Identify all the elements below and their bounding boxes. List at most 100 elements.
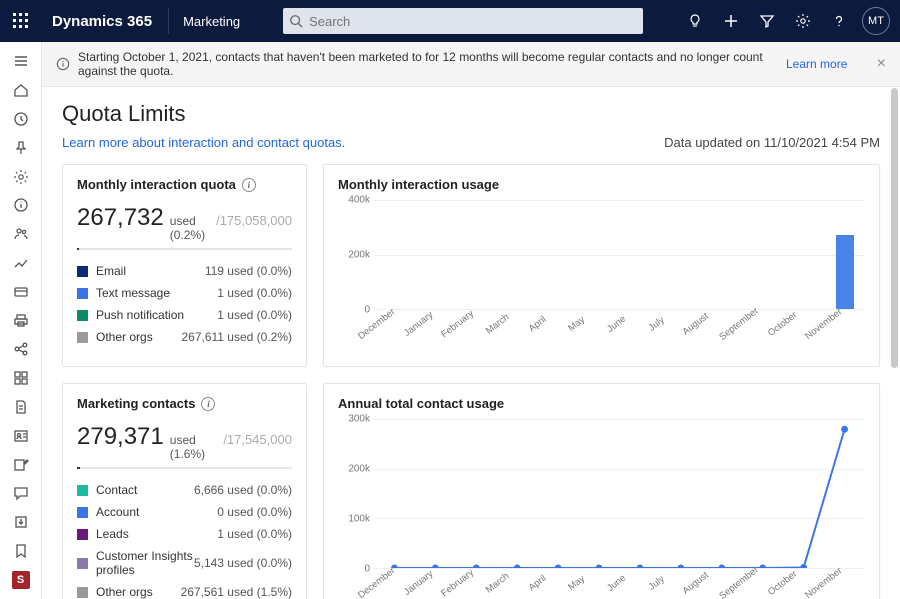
breakdown-label: Other orgs [96, 330, 181, 344]
nav-share-icon[interactable] [0, 336, 42, 363]
nav-download-icon[interactable] [0, 509, 42, 536]
info-close-icon[interactable]: × [877, 55, 886, 73]
nav-people-icon[interactable] [0, 221, 42, 248]
nav-chart-icon[interactable] [0, 250, 42, 277]
divider [168, 8, 169, 34]
page-title: Quota Limits [62, 101, 880, 127]
marketing-contacts-used: used (1.6%) [170, 433, 218, 461]
nav-menu-icon[interactable] [0, 48, 42, 75]
breakdown-row: Leads1 used (0.0%) [77, 523, 292, 545]
breakdown-row: Customer Insights profiles5,143 used (0.… [77, 545, 292, 581]
nav-pin-icon[interactable] [0, 134, 42, 161]
breakdown-label: Push notification [96, 308, 217, 322]
avatar-initials: MT [868, 15, 884, 27]
info-icon[interactable]: i [201, 397, 215, 411]
nav-comment-icon[interactable] [0, 480, 42, 507]
nav-info-icon[interactable] [0, 192, 42, 219]
info-bar: Starting October 1, 2021, contacts that … [42, 42, 900, 87]
lightbulb-icon[interactable] [678, 0, 712, 42]
color-swatch [77, 485, 88, 496]
breakdown-label: Contact [96, 483, 194, 497]
data-updated-label: Data updated on 11/10/2021 4:54 PM [664, 135, 880, 150]
search-input[interactable] [309, 14, 643, 29]
nav-doc-icon[interactable] [0, 394, 42, 421]
nav-print-icon[interactable] [0, 307, 42, 334]
marketing-contacts-progress [77, 467, 292, 469]
breakdown-row: Text message1 used (0.0%) [77, 282, 292, 304]
gear-icon[interactable] [786, 0, 820, 42]
info-text: Starting October 1, 2021, contacts that … [78, 50, 778, 78]
breakdown-label: Other orgs [96, 585, 181, 599]
contact-chart-title: Annual total contact usage [338, 396, 865, 411]
breakdown-value: 1 used (0.0%) [217, 308, 292, 322]
x-label: November [803, 306, 871, 376]
breakdown-value: 1 used (0.0%) [217, 286, 292, 300]
info-icon[interactable]: i [242, 178, 256, 192]
breakdown-value: 267,611 used (0.2%) [181, 330, 292, 344]
breakdown-label: Account [96, 505, 217, 519]
breakdown-label: Text message [96, 286, 217, 300]
breakdown-value: 6,666 used (0.0%) [194, 483, 292, 497]
marketing-contacts-total: /17,545,000 [223, 432, 292, 447]
breakdown-value: 1 used (0.0%) [217, 527, 292, 541]
search-box[interactable] [283, 8, 643, 34]
contact-chart: 0100k200k300kDecemberJanuaryFebruaryMarc… [338, 413, 865, 599]
color-swatch [77, 288, 88, 299]
quota-learn-more-link[interactable]: Learn more about interaction and contact… [62, 135, 345, 150]
brand-label: Dynamics 365 [42, 13, 162, 30]
color-swatch [77, 529, 88, 540]
bar [836, 235, 854, 309]
interaction-quota-number: 267,732 [77, 204, 164, 232]
breakdown-label: Leads [96, 527, 217, 541]
interaction-quota-total: /175,058,000 [216, 213, 292, 228]
add-icon[interactable] [714, 0, 748, 42]
nav-recent-icon[interactable] [0, 106, 42, 133]
info-link[interactable]: Learn more [786, 57, 847, 71]
topbar: Dynamics 365 Marketing MT [0, 0, 900, 42]
app-launcher-button[interactable] [0, 13, 42, 29]
breakdown-value: 5,143 used (0.0%) [194, 556, 292, 570]
nav-edit-icon[interactable] [0, 451, 42, 478]
interaction-quota-progress [77, 248, 292, 250]
color-swatch [77, 266, 88, 277]
nav-gear-icon[interactable] [0, 163, 42, 190]
breakdown-value: 267,561 used (1.5%) [181, 585, 292, 599]
breakdown-value: 0 used (0.0%) [217, 505, 292, 519]
color-swatch [77, 587, 88, 598]
breakdown-row: Email119 used (0.0%) [77, 260, 292, 282]
marketing-contacts-title: Marketing contacts [77, 396, 195, 411]
breakdown-row: Contact6,666 used (0.0%) [77, 479, 292, 501]
color-swatch [77, 332, 88, 343]
left-nav: S [0, 42, 42, 599]
marketing-contacts-number: 279,371 [77, 423, 164, 451]
card-interaction-quota: Monthly interaction quota i 267,732 used… [62, 164, 307, 367]
interaction-quota-breakdown: Email119 used (0.0%)Text message1 used (… [77, 260, 292, 348]
nav-bookmark-icon[interactable] [0, 538, 42, 565]
breakdown-row: Account0 used (0.0%) [77, 501, 292, 523]
card-interaction-chart: Monthly interaction usage 0200k400kDecem… [323, 164, 880, 367]
color-swatch [77, 558, 88, 569]
nav-home-icon[interactable] [0, 77, 42, 104]
avatar[interactable]: MT [862, 7, 890, 35]
color-swatch [77, 310, 88, 321]
breakdown-row: Other orgs267,611 used (0.2%) [77, 326, 292, 348]
marketing-contacts-breakdown: Contact6,666 used (0.0%)Account0 used (0… [77, 479, 292, 599]
interaction-chart: 0200k400kDecemberJanuaryFebruaryMarchApr… [338, 194, 865, 354]
breakdown-row: Other orgs267,561 used (1.5%) [77, 581, 292, 599]
x-label: November [803, 565, 871, 599]
nav-grid-icon[interactable] [0, 365, 42, 392]
module-label[interactable]: Marketing [175, 14, 248, 29]
nav-contact-icon[interactable] [0, 422, 42, 449]
main: Starting October 1, 2021, contacts that … [42, 42, 900, 599]
card-marketing-contacts: Marketing contacts i 279,371 used (1.6%)… [62, 383, 307, 599]
breakdown-value: 119 used (0.0%) [205, 264, 292, 278]
scrollbar-thumb[interactable] [891, 88, 898, 368]
help-icon[interactable] [822, 0, 856, 42]
interaction-chart-title: Monthly interaction usage [338, 177, 865, 192]
breakdown-label: Customer Insights profiles [96, 549, 194, 577]
nav-card-icon[interactable] [0, 278, 42, 305]
nav-app-badge[interactable]: S [0, 566, 42, 593]
filter-icon[interactable] [750, 0, 784, 42]
interaction-quota-used: used (0.2%) [170, 214, 210, 242]
color-swatch [77, 507, 88, 518]
